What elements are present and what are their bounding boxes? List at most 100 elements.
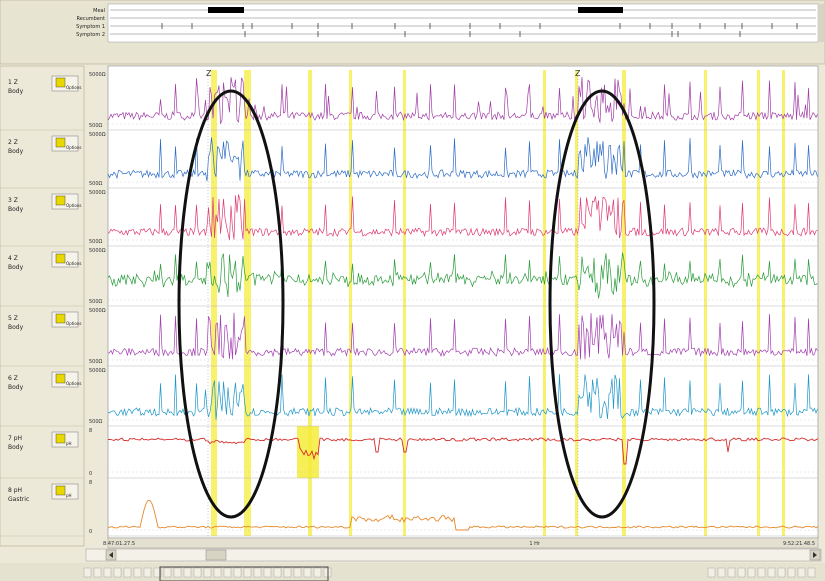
toolbar-button[interactable]: [173, 567, 182, 578]
channel-subtitle: Body: [8, 324, 24, 331]
toolbar-button[interactable]: [123, 567, 132, 578]
toolbar-button[interactable]: [153, 567, 162, 578]
toolbar-button[interactable]: [293, 567, 302, 578]
impedance-trace-channel-3: [107, 194, 818, 240]
axis-bottom-tick: 500Ω: [89, 359, 103, 365]
impedance-trace-channel-5: [107, 312, 818, 360]
toolbar-button[interactable]: [273, 567, 282, 578]
reflux-event-highlight: [308, 70, 312, 536]
time-end: 9:52:21.48.5: [783, 541, 815, 547]
toolbar-button[interactable]: [303, 567, 312, 578]
axis-bottom-tick: 500Ω: [89, 181, 103, 187]
channel-title: 5 Z: [8, 315, 18, 322]
axis-bottom-tick: 500Ω: [89, 299, 103, 305]
toolbar-button[interactable]: [777, 567, 786, 578]
toolbar-selection[interactable]: [159, 566, 329, 581]
axis-top-tick: 5000Ω: [89, 308, 106, 314]
toolbar-button[interactable]: [243, 567, 252, 578]
channel-options-icon: [55, 195, 66, 206]
reflux-event-highlight: [543, 70, 546, 536]
annotation-ellipse-2: [548, 89, 656, 519]
reflux-event-highlight: [575, 70, 578, 536]
channel-button-label: Options: [66, 203, 81, 208]
channel-subtitle: Body: [8, 444, 24, 451]
toolbar-button[interactable]: [313, 567, 322, 578]
channel-options-icon: [55, 253, 66, 264]
channel-title: 1 Z: [8, 79, 18, 86]
channel-subtitle: Body: [8, 264, 24, 271]
axis-bottom-tick: 500Ω: [89, 419, 103, 425]
axis-top-tick: 5000Ω: [89, 248, 106, 254]
meal-period-bar: [208, 7, 244, 13]
toolbar-button[interactable]: [787, 567, 796, 578]
event-label-recumbent: Recumbent: [77, 16, 106, 22]
channel-subtitle: Body: [8, 88, 24, 95]
scroll-thumb[interactable]: [205, 549, 227, 561]
toolbar-button[interactable]: [737, 567, 746, 578]
ph-trace-body: [107, 437, 819, 465]
toolbar-button[interactable]: [143, 567, 152, 578]
channel-title: 2 Z: [8, 139, 18, 146]
event-header: Meal Recumbent Symptom 1 Symptom 2: [0, 0, 825, 65]
toolbar-button[interactable]: [103, 567, 112, 578]
toolbar-button[interactable]: [233, 567, 242, 578]
toolbar-button[interactable]: [183, 567, 192, 578]
event-label-meal: Meal: [93, 8, 105, 14]
channel-options-icon: [55, 373, 66, 384]
header-scrollbar[interactable]: [818, 4, 824, 42]
scroll-right-icon: [813, 552, 817, 558]
toolbar-button[interactable]: [807, 567, 816, 578]
channel-options-icon: [55, 137, 66, 148]
axis-top-tick: 8: [89, 480, 92, 486]
impedance-trace-channel-1: [107, 76, 818, 124]
toolbar-button[interactable]: [223, 567, 232, 578]
toolbar-button[interactable]: [213, 567, 222, 578]
bottom-toolbar: [0, 563, 825, 581]
toolbar-button[interactable]: [93, 567, 102, 578]
time-mid: 1 Hr: [529, 541, 541, 547]
time-start: 8:47:01.27.5: [103, 541, 135, 547]
toolbar-button[interactable]: [757, 567, 766, 578]
reflux-event-highlight: [757, 70, 760, 536]
channel-title: 3 Z: [8, 197, 18, 204]
toolbar-button[interactable]: [253, 567, 262, 578]
reflux-event-highlight: [622, 70, 626, 536]
toolbar-button[interactable]: [797, 567, 806, 578]
marker-label: Z: [206, 69, 212, 78]
toolbar-button[interactable]: [133, 567, 142, 578]
reflux-event-highlight: [704, 70, 707, 536]
toolbar-button[interactable]: [193, 567, 202, 578]
impedance-trace-channel-6: [107, 374, 818, 420]
reflux-event-highlight: [403, 70, 406, 536]
toolbar-button[interactable]: [283, 567, 292, 578]
channel-options-icon: [55, 485, 66, 496]
axis-top-tick: 5000Ω: [89, 132, 106, 138]
toolbar-button[interactable]: [113, 567, 122, 578]
toolbar-button[interactable]: [163, 567, 172, 578]
ph-trace-gastric: [107, 499, 819, 531]
reflux-event-highlight: [782, 70, 785, 536]
impedance-trace-channel-2: [107, 137, 818, 182]
axis-bottom-tick: 0: [89, 471, 92, 477]
channel-button-label: Options: [66, 145, 81, 150]
toolbar-button[interactable]: [767, 567, 776, 578]
toolbar-button[interactable]: [203, 567, 212, 578]
event-label-symptom-2: Symptom 2: [76, 32, 105, 38]
channel-button-label: pH: [66, 441, 72, 446]
toolbar-button[interactable]: [717, 567, 726, 578]
reflux-event-highlight: [211, 70, 217, 536]
axis-bottom-tick: 500Ω: [89, 123, 103, 129]
channel-title: 4 Z: [8, 255, 18, 262]
marker-label: Z: [575, 69, 581, 78]
toolbar-button[interactable]: [263, 567, 272, 578]
acid-event-highlight: [297, 426, 319, 478]
channel-subtitle: Body: [8, 206, 24, 213]
channel-title: 6 Z: [8, 375, 18, 382]
toolbar-button[interactable]: [83, 567, 92, 578]
toolbar-button[interactable]: [747, 567, 756, 578]
toolbar-button[interactable]: [727, 567, 736, 578]
toolbar-button[interactable]: [707, 567, 716, 578]
horizontal-scrollbar[interactable]: [85, 548, 822, 562]
